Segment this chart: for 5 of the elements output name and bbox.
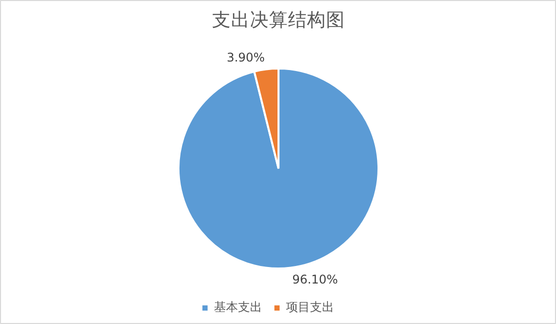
chart-title: 支出决算结构图	[212, 10, 345, 31]
legend-label: 基本支出	[214, 299, 262, 316]
data-label: 3.90%	[226, 50, 265, 64]
data-label: 96.10%	[292, 272, 338, 287]
legend-label: 项目支出	[286, 299, 334, 316]
